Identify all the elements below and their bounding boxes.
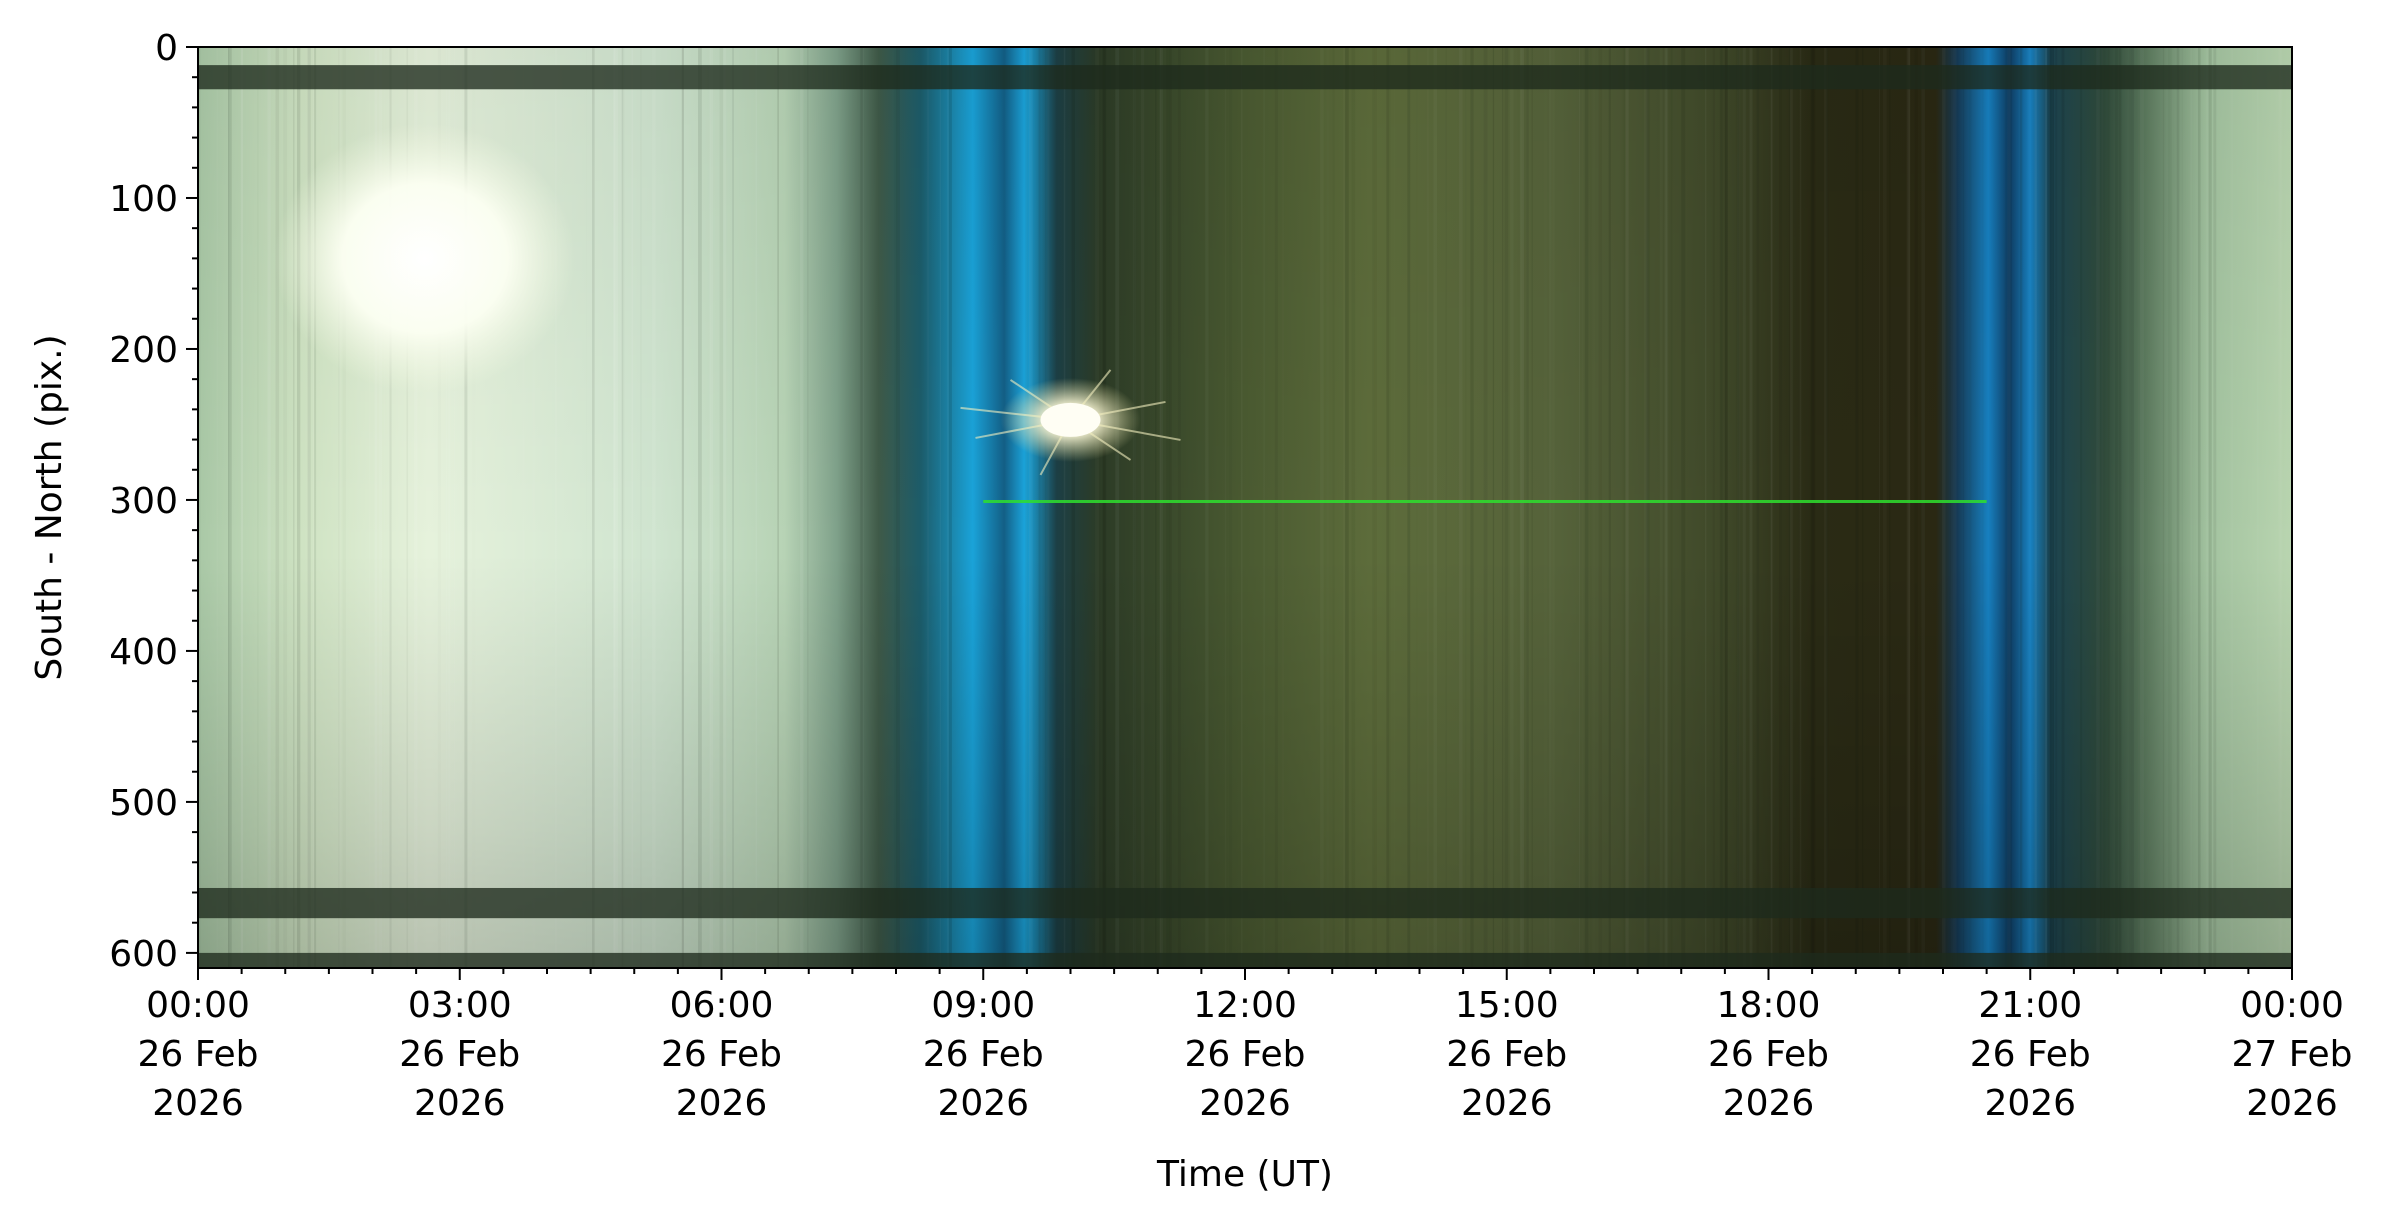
x-tick-label: 12:00 26 Feb 2026 bbox=[1185, 985, 1306, 1124]
y-axis: 0 100 200 300 400 500 600 bbox=[109, 28, 198, 975]
x-tick-label: 00:00 27 Feb 2026 bbox=[2232, 985, 2353, 1124]
y-tick-label: 0 bbox=[155, 28, 178, 69]
y-tick-label: 500 bbox=[109, 783, 178, 824]
star-burst-core bbox=[1040, 402, 1101, 437]
y-tick-label: 200 bbox=[109, 330, 178, 371]
x-tick-label: 09:00 26 Feb 2026 bbox=[923, 985, 1044, 1124]
keogram-features bbox=[198, 65, 2292, 968]
dark-band bbox=[198, 65, 2292, 90]
y-tick-label: 300 bbox=[109, 481, 178, 522]
x-tick-label: 00:00 26 Feb 2026 bbox=[138, 985, 259, 1124]
y-tick-label: 400 bbox=[109, 632, 178, 673]
bright-glare bbox=[274, 123, 575, 394]
dark-band bbox=[198, 887, 2292, 919]
y-tick-label: 600 bbox=[109, 934, 178, 975]
keogram-image bbox=[198, 47, 2292, 968]
x-tick-label: 21:00 26 Feb 2026 bbox=[1970, 985, 2091, 1124]
x-tick-label: 06:00 26 Feb 2026 bbox=[661, 985, 782, 1124]
x-axis: 00:00 26 Feb 2026 03:00 26 Feb 2026 06:00 26 Fe… bbox=[138, 968, 2353, 1124]
x-tick-label: 03:00 26 Feb 2026 bbox=[399, 985, 520, 1124]
dark-band bbox=[198, 952, 2292, 968]
x-tick-label: 18:00 26 Feb 2026 bbox=[1708, 985, 1829, 1124]
x-tick-label: 15:00 26 Feb 2026 bbox=[1446, 985, 1567, 1124]
x-axis-label: Time (UT) bbox=[1156, 1154, 1333, 1195]
y-axis-label: South - North (pix.) bbox=[29, 334, 70, 680]
y-tick-label: 100 bbox=[109, 179, 178, 220]
